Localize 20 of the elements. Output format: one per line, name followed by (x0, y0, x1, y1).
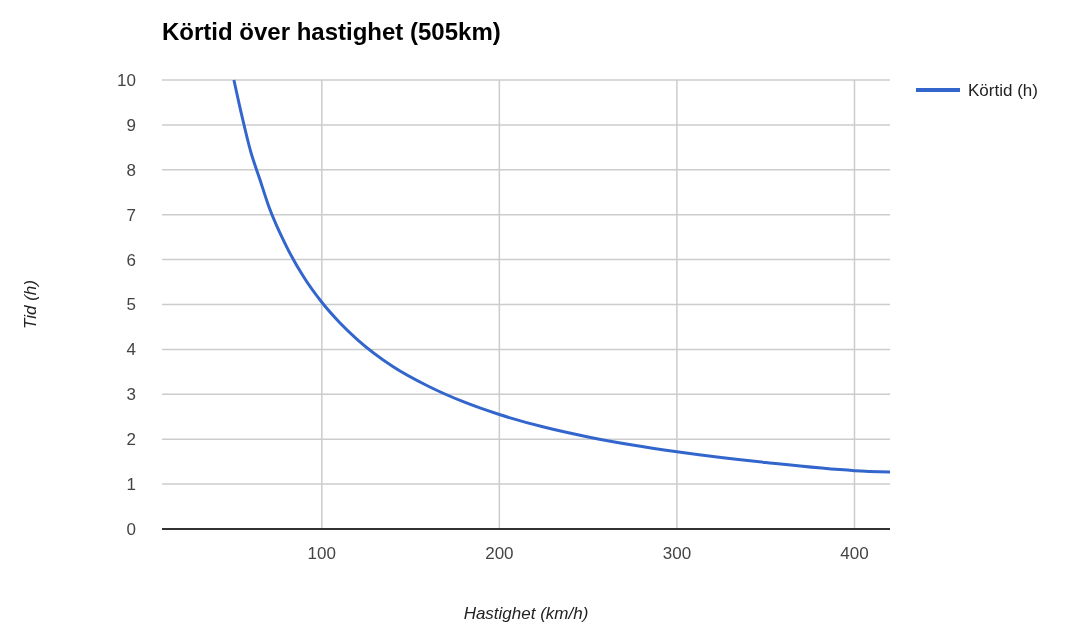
y-tick-label: 8 (126, 160, 136, 180)
y-tick-label: 4 (126, 340, 136, 360)
y-tick-label: 2 (126, 430, 136, 450)
x-tick-label: 400 (840, 544, 869, 563)
y-tick-label: 7 (126, 205, 136, 225)
y-tick-label: 3 (126, 385, 136, 405)
y-tick-label: 0 (126, 519, 136, 539)
x-tick-label: 300 (662, 544, 692, 563)
y-tick-label: 9 (126, 115, 136, 135)
y-tick-label: 5 (126, 295, 136, 315)
chart-title: Körtid över hastighet (505km) (162, 18, 501, 45)
x-tick-label: 200 (485, 544, 514, 563)
y-axis-title: Tid (h) (21, 280, 40, 329)
x-axis-title: Hastighet (km/h) (463, 604, 589, 623)
y-tick-label: 6 (126, 250, 136, 270)
x-tick-label: 100 (307, 544, 336, 563)
line-series (232, 78, 892, 474)
y-tick-label: 10 (117, 70, 136, 90)
legend-label: Körtid (h) (968, 80, 1038, 100)
y-tick-label: 1 (126, 475, 136, 495)
